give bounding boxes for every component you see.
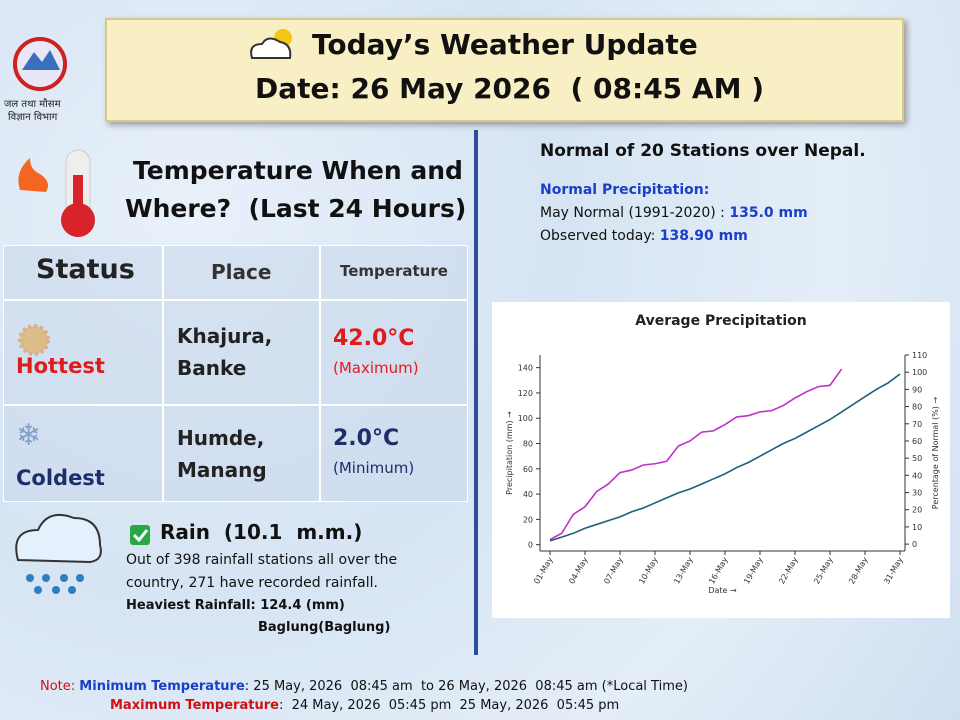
normal-subtitle: Normal Precipitation: <box>540 182 710 198</box>
heaviest-place: Baglung(Baglung) <box>258 620 391 635</box>
logo-text: विज्ञान विभाग <box>8 112 58 123</box>
place: Humde, <box>177 426 265 450</box>
y-tick-label: 120 <box>518 389 533 398</box>
y-tick-label: 0 <box>528 541 533 550</box>
table-cell <box>3 300 163 405</box>
status-label: Hottest <box>16 354 105 378</box>
temperature-value: 2.0°C <box>333 426 400 451</box>
x-tick-label: 07-May <box>602 555 625 585</box>
x-tick-label: 22-May <box>777 555 800 585</box>
y2-tick-label: 80 <box>912 403 922 412</box>
table-cell <box>163 300 320 405</box>
y2-tick-label: 70 <box>912 420 922 429</box>
y2-tick-label: 40 <box>912 471 922 480</box>
logo-text: जल तथा मौसम <box>4 99 61 110</box>
table-cell <box>320 245 468 300</box>
x-tick-label: 19-May <box>742 555 765 585</box>
table-cell <box>163 405 320 502</box>
y2-tick-label: 30 <box>912 489 922 498</box>
rain-drops <box>26 574 84 594</box>
observed-line: Observed today: 138.90 mm <box>540 228 748 244</box>
status-label: Coldest <box>16 466 105 490</box>
table-cell <box>163 245 320 300</box>
y2-tick-label: 110 <box>912 351 927 360</box>
note-line: Maximum Temperature: 24 May, 2026 05:45 … <box>110 698 619 713</box>
table-cell <box>320 405 468 502</box>
x-tick-label: 16-May <box>707 555 730 585</box>
check-icon <box>130 525 150 545</box>
y-axis-label: Precipitation (mm) → <box>505 411 514 495</box>
x-tick-label: 28-May <box>847 555 870 585</box>
chart-title: Average Precipitation <box>635 313 807 329</box>
logo-mountain <box>22 50 60 70</box>
y2-tick-label: 90 <box>912 385 922 394</box>
y-tick-label: 20 <box>523 515 533 524</box>
x-tick-label: 31-May <box>882 555 905 585</box>
y-tick-label: 60 <box>523 465 533 474</box>
temperature-kind: (Minimum) <box>333 459 415 477</box>
cloud-icon <box>250 37 292 59</box>
rain-cloud-icon <box>15 514 102 564</box>
thermometer-fill <box>73 175 83 220</box>
normal-line: May Normal (1991-2020) : 135.0 mm <box>540 205 808 221</box>
series-line <box>549 373 901 542</box>
header-box <box>105 18 904 122</box>
section-title: Temperature When and <box>133 156 463 185</box>
table-cell <box>3 405 163 502</box>
normal-label: May Normal (1991-2020) : <box>540 205 730 221</box>
column-header: Status <box>36 254 135 285</box>
y2-tick-label: 60 <box>912 437 922 446</box>
place: Banke <box>177 356 247 380</box>
x-tick-label: 01-May <box>532 555 555 585</box>
note-line: Note: Minimum Temperature: 25 May, 2026 … <box>40 679 688 694</box>
y-tick-label: 140 <box>518 364 533 373</box>
check-mark <box>132 529 149 543</box>
x-axis-label: Date → <box>708 586 737 595</box>
header-title: Today’s Weather Update <box>312 28 698 61</box>
x-tick-label: 25-May <box>812 555 835 585</box>
y2-tick-label: 0 <box>912 540 917 549</box>
place: Khajura, <box>177 324 273 348</box>
y-tick-label: 40 <box>523 490 533 499</box>
y2-tick-label: 20 <box>912 506 922 515</box>
column-header: Place <box>211 260 272 284</box>
column-header: Temperature <box>340 262 448 280</box>
normal-title: Normal of 20 Stations over Nepal. <box>540 141 866 161</box>
observed-value: 138.90 mm <box>659 228 748 244</box>
place: Manang <box>177 458 267 482</box>
y2-tick-label: 10 <box>912 523 922 532</box>
table-cell <box>3 245 163 300</box>
chart: Average Precipitation 020406080100120140… <box>492 302 950 618</box>
table-cell <box>320 300 468 405</box>
temperature-kind: (Maximum) <box>333 359 419 377</box>
normal-value: 135.0 mm <box>729 205 808 221</box>
note-text: : 25 May, 2026 08:45 am to 26 May, 2026 … <box>244 679 688 694</box>
x-tick-label: 10-May <box>637 555 660 585</box>
temperature-value: 42.0°C <box>333 326 415 351</box>
note-prefix: Note: <box>40 679 80 694</box>
note-label: Minimum Temperature <box>79 679 245 694</box>
note-label: Maximum Temperature <box>110 698 279 713</box>
x-tick-label: 04-May <box>567 555 590 585</box>
fire-icon <box>18 158 48 192</box>
y2-axis-label: Percentage of Normal (%) → <box>931 397 940 510</box>
note-text: : 24 May, 2026 05:45 pm 25 May, 2026 05:… <box>278 698 620 713</box>
y-tick-label: 80 <box>523 440 533 449</box>
rain-text: country, 271 have recorded rainfall. <box>126 575 378 591</box>
y-tick-label: 100 <box>518 414 533 423</box>
header-date: Date: 26 May 2026 ( 08:45 AM ) <box>255 72 764 105</box>
thermometer-bulb <box>61 203 95 237</box>
rain-text: Out of 398 rainfall stations all over th… <box>126 552 398 568</box>
heaviest-rainfall: Heaviest Rainfall: 124.4 (mm) <box>126 598 345 613</box>
observed-label: Observed today: <box>540 228 660 244</box>
section-title: Where? (Last 24 Hours) <box>125 194 467 223</box>
series-line <box>549 368 843 541</box>
rain-title: Rain (10.1 m.m.) <box>160 520 363 544</box>
x-tick-label: 13-May <box>672 555 695 585</box>
y2-tick-label: 50 <box>912 454 922 463</box>
y2-tick-label: 100 <box>912 368 927 377</box>
